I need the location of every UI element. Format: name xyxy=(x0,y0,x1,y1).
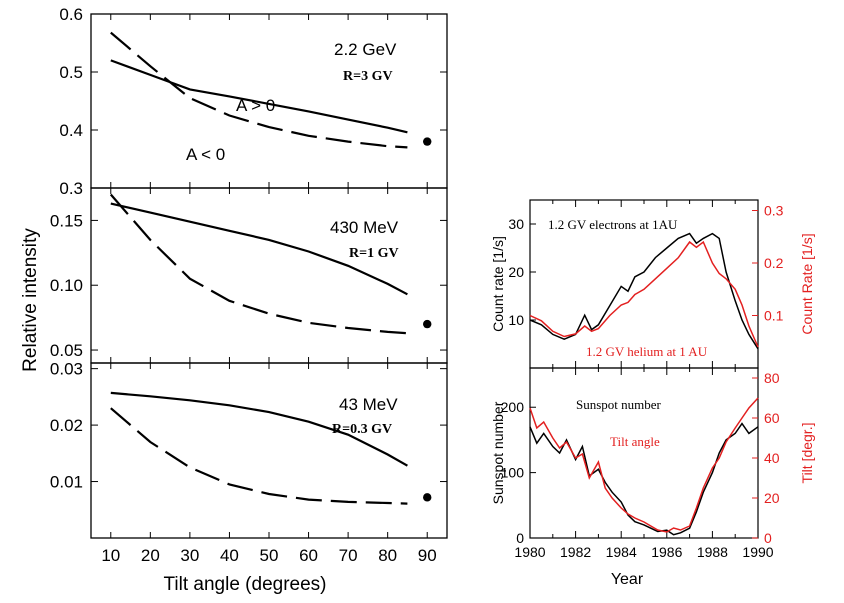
right-bottom-y2tick-label: 60 xyxy=(764,410,780,426)
right-top-y2tick-label: 0.1 xyxy=(764,308,784,324)
a-negative-label: A < 0 xyxy=(186,145,225,164)
a-positive-label: A > 0 xyxy=(236,96,275,115)
right-top-ytick-label: 30 xyxy=(508,216,524,232)
left-bottom-ytick-label: 0.03 xyxy=(50,360,83,379)
left-top-ytick-label: 0.3 xyxy=(59,179,83,198)
left-bottom-solid-line xyxy=(110,391,408,467)
left-bottom-data-point xyxy=(423,493,432,502)
right-top-y2label: Count Rate [1/s] xyxy=(799,233,815,334)
tilt-series-label: Tilt angle xyxy=(610,434,660,449)
left-xtick-label: 60 xyxy=(299,546,318,565)
right-xtick-label: 1980 xyxy=(514,544,545,560)
right-top-line-red xyxy=(529,240,759,348)
left-bottom-frame xyxy=(90,362,448,539)
right-top-y2tick-label: 0.3 xyxy=(764,203,784,219)
left-xtick-label: 10 xyxy=(101,546,120,565)
left-bottom-dashed-line xyxy=(110,407,408,505)
right-bottom-ytick-label: 200 xyxy=(501,399,525,415)
left-middle-ytick-label: 0.10 xyxy=(50,276,83,295)
right-top-line-black xyxy=(529,232,759,350)
left-xtick-label: 40 xyxy=(220,546,239,565)
right-bottom-line-red xyxy=(529,397,759,533)
right-bottom-ytick-label: 100 xyxy=(501,465,525,481)
left-xtick-label: 20 xyxy=(141,546,160,565)
left-xtick-label: 30 xyxy=(180,546,199,565)
right-bottom-y2tick-label: 0 xyxy=(764,530,772,546)
right-bottom-ytick-label: 0 xyxy=(516,530,524,546)
rigidity-label-bottom: R=0.3 GV xyxy=(332,422,392,437)
right-bottom-y2label: Tilt [degr.] xyxy=(799,423,815,484)
left-middle-ytick-label: 0.05 xyxy=(50,341,83,360)
electron-series-label: 1.2 GV electrons at 1AU xyxy=(548,217,678,232)
right-xtick-label: 1982 xyxy=(560,544,591,560)
right-xtick-label: 1984 xyxy=(606,544,637,560)
sunspot-series-label: Sunspot number xyxy=(576,397,662,412)
rigidity-label-top: R=3 GV xyxy=(343,69,393,84)
right-bottom-line-black xyxy=(529,422,759,536)
left-xtick-label: 70 xyxy=(339,546,358,565)
left-top-ytick-label: 0.4 xyxy=(59,121,83,140)
left-xlabel: Tilt angle (degrees) xyxy=(164,574,327,595)
left-bottom-ytick-label: 0.01 xyxy=(50,473,83,492)
left-top-solid-line xyxy=(110,59,408,134)
left-middle-solid-line xyxy=(110,202,408,296)
left-middle-dashed-line xyxy=(109,193,408,335)
right-bottom-y2tick-label: 40 xyxy=(764,450,780,466)
left-ylabel: Relative intensity xyxy=(20,228,41,372)
left-middle-ytick-label: 0.15 xyxy=(50,211,83,230)
right-top-y2tick-label: 0.2 xyxy=(764,255,784,271)
rigidity-label-middle: R=1 GV xyxy=(349,246,399,261)
left-bottom-ytick-label: 0.02 xyxy=(50,416,83,435)
right-bottom-ylabel: Sunspot number xyxy=(490,401,506,504)
left-top-dashed-line xyxy=(110,31,408,149)
energy-label-top: 2.2 GeV xyxy=(334,40,397,59)
left-middle-data-point xyxy=(423,319,432,329)
right-xlabel: Year xyxy=(611,571,644,588)
energy-label-bottom: 43 MeV xyxy=(339,395,398,414)
right-bottom-y2tick-label: 20 xyxy=(764,490,780,506)
left-top-ytick-label: 0.6 xyxy=(59,5,83,24)
left-top-ytick-label: 0.5 xyxy=(59,63,83,82)
left-xtick-label: 50 xyxy=(260,546,279,565)
right-top-ytick-label: 20 xyxy=(508,264,524,280)
left-top-data-point xyxy=(423,137,432,146)
right-top-ytick-label: 10 xyxy=(508,312,524,328)
right-bottom-y2tick-label: 80 xyxy=(764,370,780,386)
left-xtick-label: 90 xyxy=(418,546,437,565)
right-xtick-label: 1990 xyxy=(742,544,773,560)
left-xtick-label: 80 xyxy=(378,546,397,565)
helium-series-label: 1.2 GV helium at 1 AU xyxy=(586,344,708,359)
right-bottom-frame xyxy=(529,367,759,539)
right-xtick-label: 1988 xyxy=(697,544,728,560)
energy-label-middle: 430 MeV xyxy=(330,218,399,237)
right-xtick-label: 1986 xyxy=(651,544,682,560)
right-top-ylabel: Count rate [1/s] xyxy=(490,236,506,332)
left-middle-frame xyxy=(90,187,448,364)
